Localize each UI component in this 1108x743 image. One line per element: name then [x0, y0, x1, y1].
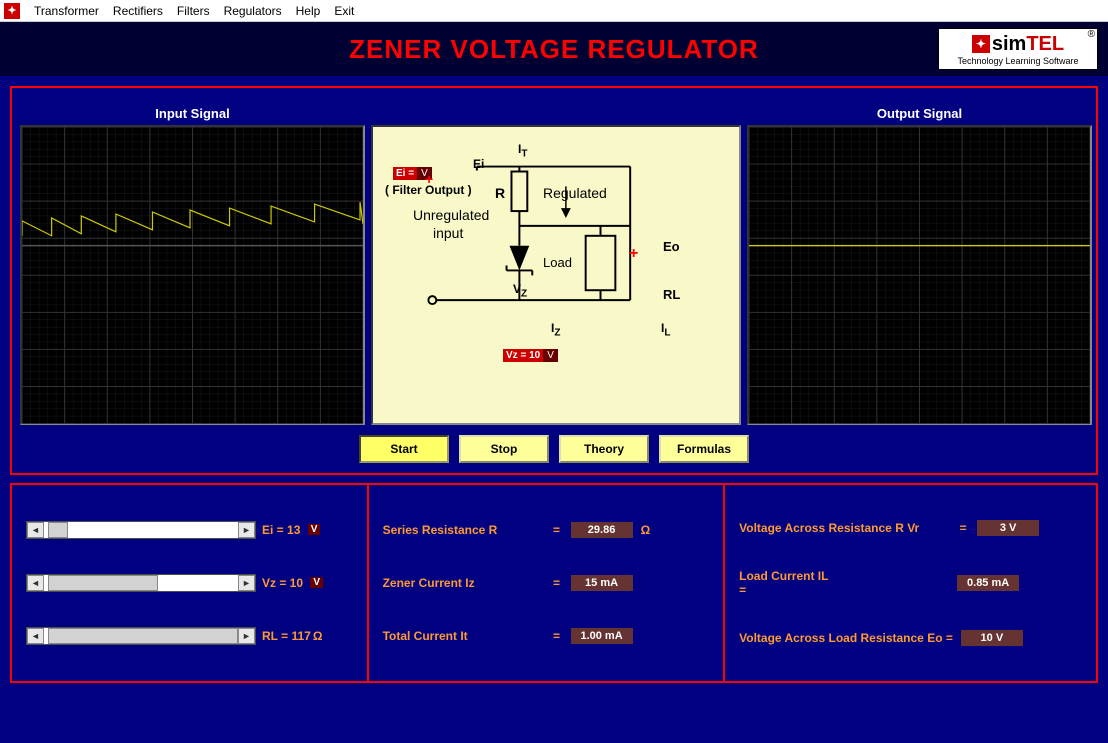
ei-slider[interactable]: ◄ ► — [26, 521, 256, 539]
header: ZENER VOLTAGE REGULATOR ® ✦ simTEL Techn… — [0, 22, 1108, 76]
vr-value: 3 V — [977, 520, 1039, 536]
arrow-right-icon[interactable]: ► — [238, 575, 255, 591]
theory-button[interactable]: Theory — [559, 435, 649, 463]
il-row: Load Current IL= 0.85 mA — [739, 569, 1082, 597]
rl-slider-row: ◄ ► RL = 117Ω — [26, 627, 353, 645]
total-current-row: Total Current It= 1.00 mA — [383, 628, 710, 644]
vr-row: Voltage Across Resistance R Vr= 3 V — [739, 520, 1082, 536]
menu-regulators[interactable]: Regulators — [224, 4, 282, 18]
vz-badge: Vz = 10V — [503, 347, 558, 362]
input-scope — [20, 125, 365, 425]
vz-label: VZ — [513, 282, 527, 299]
il-label: IL — [661, 321, 670, 338]
unregulated-label-2: input — [433, 225, 463, 241]
ei-slider-label: Ei = 13 V — [262, 523, 320, 537]
zener-current-value: 15 mA — [571, 575, 633, 591]
button-row: Start Stop Theory Formulas — [20, 435, 1088, 463]
it-label: IT — [518, 142, 527, 159]
logo-icon: ✦ — [972, 35, 990, 53]
output-signal-label: Output Signal — [877, 106, 962, 121]
menu-bar: ✦ Transformer Rectifiers Filters Regulat… — [0, 0, 1108, 22]
logo-tel: TEL — [1026, 33, 1064, 55]
spacer — [554, 106, 558, 121]
formulas-button[interactable]: Formulas — [659, 435, 749, 463]
load-label: Load — [543, 255, 572, 270]
registered-icon: ® — [1088, 29, 1095, 40]
stop-button[interactable]: Stop — [459, 435, 549, 463]
logo-subtitle: Technology Learning Software — [957, 56, 1078, 66]
series-resistance-value: 29.86 — [571, 522, 633, 538]
menu-filters[interactable]: Filters — [177, 4, 210, 18]
output-scope — [747, 125, 1092, 425]
rl-label: RL — [663, 287, 680, 302]
menu-rectifiers[interactable]: Rectifiers — [113, 4, 163, 18]
rl-slider-label: RL = 117Ω — [262, 629, 322, 643]
right-values-column: Voltage Across Resistance R Vr= 3 V Load… — [725, 485, 1096, 681]
menu-help[interactable]: Help — [296, 4, 321, 18]
arrow-left-icon[interactable]: ◄ — [27, 628, 44, 644]
zener-current-row: Zener Current Iz= 15 mA — [383, 575, 710, 591]
circuit-diagram: Ei =V ( Filter Output ) Unregulated inpu… — [371, 125, 741, 425]
vz-slider-row: ◄ ► Vz = 10 V — [26, 574, 353, 592]
arrow-left-icon[interactable]: ◄ — [27, 522, 44, 538]
iz-label: IZ — [551, 321, 560, 338]
vz-slider-label: Vz = 10 V — [262, 576, 323, 590]
start-button[interactable]: Start — [359, 435, 449, 463]
vz-slider[interactable]: ◄ ► — [26, 574, 256, 592]
plus-icon: + — [629, 245, 638, 263]
center-values-column: Series Resistance R= 29.86 Ω Zener Curre… — [369, 485, 726, 681]
series-resistance-row: Series Resistance R= 29.86 Ω — [383, 522, 710, 538]
logo-sim: sim — [992, 33, 1026, 55]
total-current-value: 1.00 mA — [571, 628, 633, 644]
arrow-left-icon[interactable]: ◄ — [27, 575, 44, 591]
rl-slider[interactable]: ◄ ► — [26, 627, 256, 645]
ei-slider-row: ◄ ► Ei = 13 V — [26, 521, 353, 539]
regulated-label: Regulated — [543, 185, 607, 201]
page-title: ZENER VOLTAGE REGULATOR — [349, 34, 759, 65]
sliders-column: ◄ ► Ei = 13 V ◄ ► Vz = 10 V ◄ ► — [12, 485, 369, 681]
plus-icon-2: + — [425, 171, 433, 187]
unregulated-label-1: Unregulated — [413, 207, 489, 223]
app-icon: ✦ — [4, 3, 20, 19]
r-label: R — [495, 185, 505, 201]
arrow-right-icon[interactable]: ► — [238, 522, 255, 538]
eo-row: Voltage Across Load Resistance Eo = 10 V — [739, 630, 1082, 646]
logo: ® ✦ simTEL Technology Learning Software — [938, 28, 1098, 70]
input-signal-label: Input Signal — [155, 106, 229, 121]
ei-label: Ei — [473, 157, 484, 171]
menu-transformer[interactable]: Transformer — [34, 4, 99, 18]
simulation-panel: Input Signal — [10, 86, 1098, 475]
il-value: 0.85 mA — [957, 575, 1019, 591]
parameters-panel: ◄ ► Ei = 13 V ◄ ► Vz = 10 V ◄ ► — [10, 483, 1098, 683]
arrow-right-icon[interactable]: ► — [238, 628, 255, 644]
menu-exit[interactable]: Exit — [334, 4, 354, 18]
eo-value: 10 V — [961, 630, 1023, 646]
eo-label: Eo — [663, 239, 680, 254]
